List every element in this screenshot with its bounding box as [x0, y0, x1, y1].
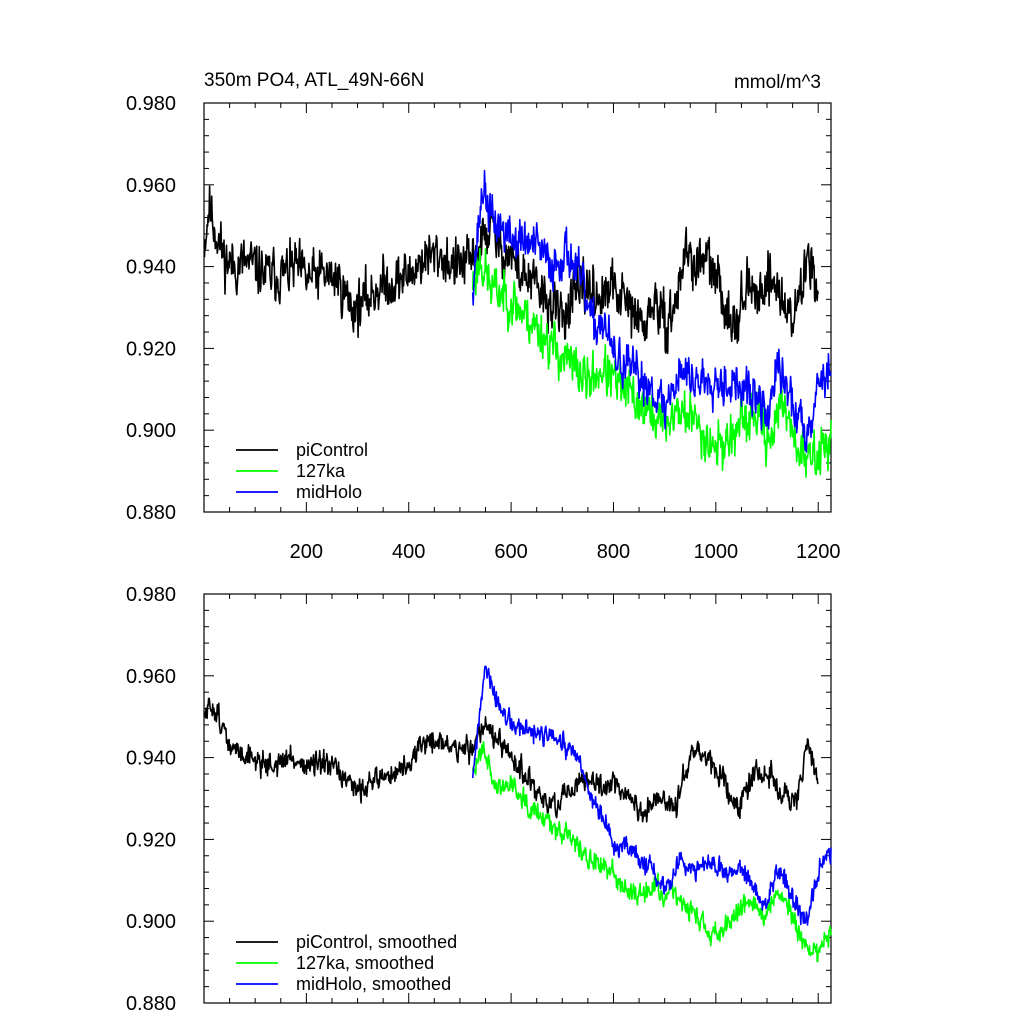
x-tick-label: 800	[597, 541, 630, 563]
legend-label: piControl, smoothed	[296, 932, 457, 952]
chart-title: 350m PO4, ATL_49N-66N	[204, 70, 424, 91]
chart-panel-1: 0.880 0.900 0.920 0.940 0.960 0.980 200 400 600 8…	[126, 70, 841, 563]
x-tick-label: 1000	[694, 541, 739, 563]
y-tick-label: 0.980	[126, 584, 176, 606]
legend-label: 127ka	[296, 461, 346, 481]
plot-frame	[203, 593, 832, 1004]
y-tick-label: 0.900	[126, 420, 176, 442]
plot-frame	[203, 102, 832, 513]
legend-label: midHolo, smoothed	[296, 974, 451, 994]
y-tick-label: 0.940	[126, 257, 176, 279]
y-tick-label: 0.960	[126, 666, 176, 688]
series-line-127ka-smoothed	[471, 741, 832, 963]
y-tick-label: 0.920	[126, 338, 176, 360]
x-axis-ticks	[229, 103, 819, 512]
y-tick-label: 0.940	[126, 748, 176, 770]
x-tick-label: 400	[392, 541, 425, 563]
series-line-midholo	[471, 169, 832, 453]
x-tick-label: 600	[494, 541, 527, 563]
x-tick-label: 1200	[796, 541, 841, 563]
x-tick-label: 200	[290, 541, 323, 563]
units-label: mmol/m^3	[734, 72, 821, 93]
y-axis-ticks	[204, 593, 831, 1004]
y-axis-ticks	[204, 102, 831, 513]
y-tick-label: 0.900	[126, 911, 176, 933]
y-tick-label: 0.880	[126, 502, 176, 524]
legend-label: piControl	[296, 440, 368, 460]
series-line-picontrol-smoothed	[204, 697, 819, 823]
legend-label: midHolo	[296, 482, 362, 502]
y-tick-label: 0.920	[126, 829, 176, 851]
chart-panel-2: 0.880 0.900 0.920 0.940 0.960 0.980 piControl,…	[126, 584, 832, 1015]
series-line-midholo-smoothed	[471, 665, 832, 926]
y-tick-label: 0.880	[126, 993, 176, 1015]
y-tick-label: 0.980	[126, 93, 176, 115]
x-axis-ticks	[229, 594, 819, 1003]
y-tick-label: 0.960	[126, 175, 176, 197]
legend-label: 127ka, smoothed	[296, 953, 434, 973]
series-line-picontrol	[203, 185, 819, 355]
